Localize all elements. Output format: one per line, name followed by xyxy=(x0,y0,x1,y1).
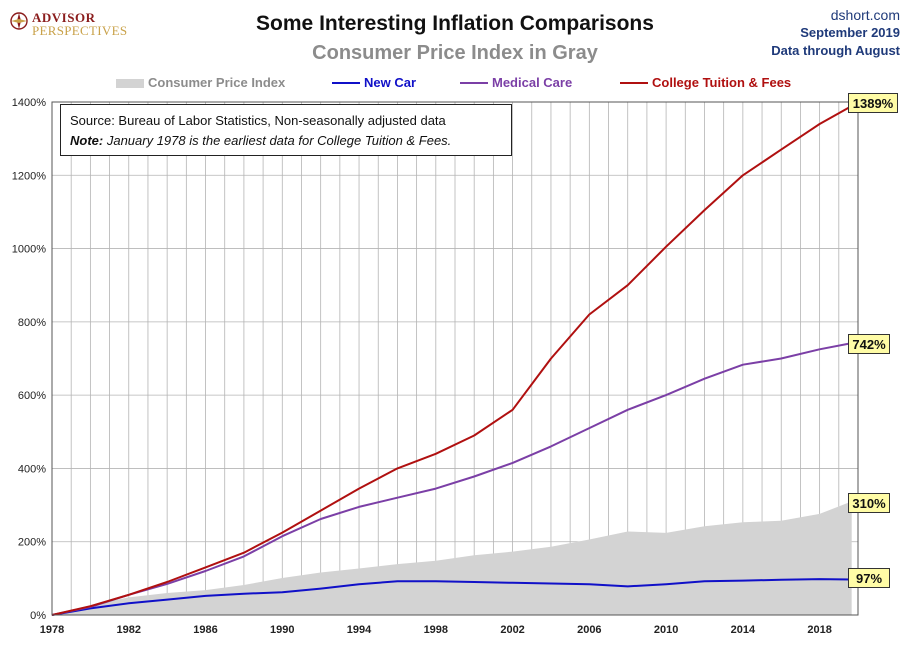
compass-icon xyxy=(10,12,28,30)
y-tick-label: 1200% xyxy=(12,170,46,182)
axis-layer: 0% 200% 400% 600% 800% 1000% 1200% 1400% 1978 198… xyxy=(12,97,859,636)
x-tick-label: 1986 xyxy=(193,624,217,636)
legend-label-new-car: New Car xyxy=(364,75,417,90)
y-tick-label: 1000% xyxy=(12,244,46,256)
note-label: Note: xyxy=(70,133,104,148)
cpi-area xyxy=(52,501,852,615)
medical-care-line xyxy=(51,342,852,616)
publish-date: September 2019 xyxy=(800,25,900,40)
x-tick-label: 2002 xyxy=(500,624,524,636)
y-tick-label: 600% xyxy=(18,390,46,402)
x-tick-label: 1982 xyxy=(117,624,141,636)
cpi-area-layer xyxy=(52,501,852,615)
legend-swatch-cpi xyxy=(116,79,144,88)
logo-text-perspectives: PERSPECTIVES xyxy=(32,23,128,38)
site-name: dshort.com xyxy=(830,7,900,23)
series-line-layer xyxy=(51,105,853,616)
legend-label-cpi: Consumer Price Index xyxy=(148,75,286,90)
y-tick-label: 400% xyxy=(18,463,46,475)
legend-swatch-tuition xyxy=(620,82,648,84)
chart-subtitle: Consumer Price Index in Gray xyxy=(312,42,598,64)
y-tick-label: 200% xyxy=(18,537,46,549)
end-label-new-car: 97% xyxy=(848,568,890,588)
y-tick-label: 1400% xyxy=(12,97,46,109)
x-tick-label: 1994 xyxy=(347,624,372,636)
new-car-line xyxy=(51,578,852,616)
x-tick-label: 2018 xyxy=(807,624,831,636)
source-text: Source: Bureau of Labor Statistics, Non-… xyxy=(70,113,446,128)
chart-title: Some Interesting Inflation Comparisons xyxy=(256,12,654,35)
plot-border xyxy=(51,101,859,616)
x-tick-label: 1978 xyxy=(40,624,64,636)
note-text: January 1978 is the earliest data for Co… xyxy=(106,133,452,148)
chart-legend: Consumer Price Index New Car Medical Car… xyxy=(0,74,910,94)
source-note-box: Source: Bureau of Labor Statistics, Non-… xyxy=(60,104,512,156)
note-line: Note: January 1978 is the earliest data … xyxy=(70,131,502,151)
x-tick-label: 1990 xyxy=(270,624,294,636)
legend-swatch-new-car xyxy=(332,82,360,84)
legend-swatch-medical xyxy=(460,82,488,84)
x-tick-label: 2006 xyxy=(577,624,601,636)
x-tick-label: 2010 xyxy=(654,624,678,636)
x-tick-label: 2014 xyxy=(731,624,756,636)
y-tick-label: 0% xyxy=(30,610,46,622)
source-site-block: dshort.com September 2019 Data through A… xyxy=(771,6,900,60)
end-label-medical: 742% xyxy=(848,334,890,354)
data-through: Data through August xyxy=(771,43,900,58)
end-label-cpi: 310% xyxy=(848,493,890,513)
college-tuition-line xyxy=(51,105,853,616)
x-tick-label: 1998 xyxy=(424,624,448,636)
logo-text-advisor: ADVISOR xyxy=(32,10,96,25)
advisor-perspectives-logo: ADVISOR PERSPECTIVES xyxy=(10,8,140,42)
end-label-tuition: 1389% xyxy=(848,93,898,113)
legend-label-medical: Medical Care xyxy=(492,75,573,90)
y-tick-label: 800% xyxy=(18,317,46,329)
legend-label-tuition: College Tuition & Fees xyxy=(652,75,792,90)
